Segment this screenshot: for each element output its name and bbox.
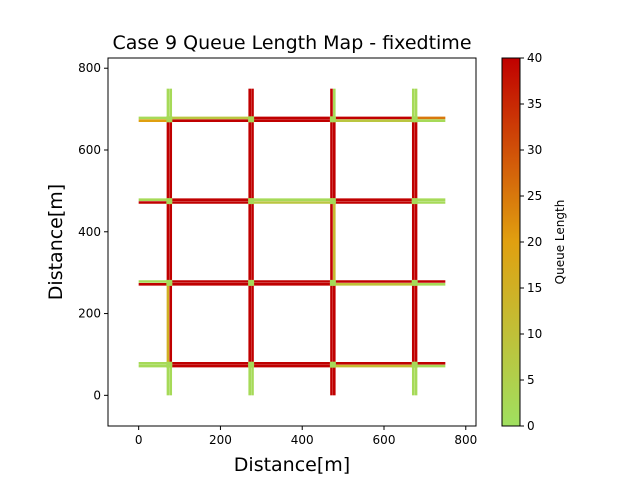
x-tick-label: 0 [135, 433, 143, 447]
colorbar-gradient [502, 58, 520, 426]
x-tick-label: 200 [209, 433, 232, 447]
colorbar-tick-label: 25 [527, 189, 542, 203]
colorbar-tick-label: 40 [527, 51, 542, 65]
y-tick-label: 800 [78, 61, 101, 75]
y-axis-ticks: 0 200 400 600 800 [78, 61, 108, 402]
colorbar-ticks: 0 5 10 15 20 25 30 35 40 [520, 51, 542, 433]
chart-title: Case 9 Queue Length Map - fixedtime [112, 32, 471, 54]
y-axis-label: Distance[m] [45, 184, 67, 300]
x-tick-label: 400 [291, 433, 314, 447]
plot-background [108, 58, 476, 426]
colorbar-tick-label: 20 [527, 235, 542, 249]
intersection-node [166, 279, 173, 286]
intersection-node [248, 116, 255, 123]
y-tick-label: 0 [93, 388, 101, 402]
colorbar-tick-label: 5 [527, 373, 535, 387]
intersection-node [329, 198, 336, 205]
intersection-node [329, 116, 336, 123]
y-tick-label: 400 [78, 225, 101, 239]
y-tick-label: 200 [78, 307, 101, 321]
intersection-node [411, 198, 418, 205]
intersection-node [248, 198, 255, 205]
colorbar-tick-label: 10 [527, 327, 542, 341]
colorbar: 0 5 10 15 20 25 30 35 40 Queue Length [501, 51, 567, 433]
colorbar-tick-label: 0 [527, 419, 535, 433]
intersection-node [411, 279, 418, 286]
colorbar-tick-label: 30 [527, 143, 542, 157]
x-axis-ticks: 0 200 400 600 800 [135, 426, 477, 447]
x-tick-label: 600 [373, 433, 396, 447]
colorbar-tick-label: 35 [527, 97, 542, 111]
intersection-node [166, 116, 173, 123]
plot-frame [107, 57, 477, 427]
x-axis-label: Distance[m] [234, 454, 350, 476]
intersection-node [166, 361, 173, 368]
intersection-node [329, 361, 336, 368]
colorbar-tick-label: 15 [527, 281, 542, 295]
intersection-node [248, 279, 255, 286]
queue-segments [138, 88, 446, 396]
intersection-node [166, 198, 173, 205]
plot-area: 0 200 400 600 800 0 200 400 600 800 [78, 57, 477, 447]
colorbar-label: Queue Length [553, 200, 567, 285]
y-tick-label: 600 [78, 143, 101, 157]
intersection-node [411, 361, 418, 368]
x-tick-label: 800 [454, 433, 477, 447]
intersection-node [329, 279, 336, 286]
intersection-node [248, 361, 255, 368]
intersection-node [411, 116, 418, 123]
